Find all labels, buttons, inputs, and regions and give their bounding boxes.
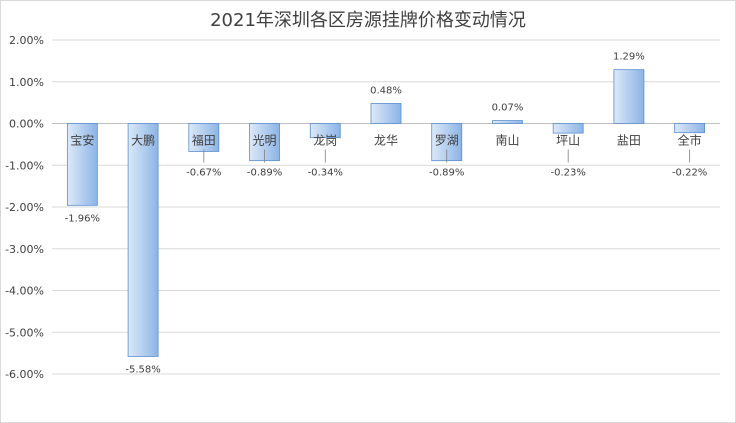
leader-lines: [203, 149, 691, 163]
bar: [127, 123, 159, 357]
data-label: -0.89%: [429, 168, 464, 179]
category-label: 宝安: [70, 133, 94, 148]
category-label: 龙岗: [313, 134, 337, 148]
bar: [492, 120, 523, 124]
bar: [552, 123, 584, 134]
category-label: 大鹏: [131, 134, 155, 148]
y-tick-label: -6.00%: [5, 368, 44, 381]
data-label: -0.22%: [672, 168, 707, 179]
data-label: 0.07%: [492, 103, 524, 114]
data-label: 0.48%: [370, 85, 402, 96]
data-labels: -1.96% -5.58% -0.67% -0.89% -0.34% 0.48% -0.89…: [65, 52, 708, 376]
data-label: -0.34%: [308, 168, 343, 179]
bar: [309, 123, 341, 139]
y-tick-label: -5.00%: [5, 326, 44, 339]
category-labels: 宝安 大鹏 福田 光明 龙岗 龙华 罗湖 南山 坪山 盐田 全市: [70, 133, 701, 148]
y-tick-label: 0.00%: [9, 118, 44, 131]
category-label: 全市: [678, 133, 702, 148]
y-tick-label: -4.00%: [5, 285, 44, 298]
data-label: -5.58%: [125, 364, 160, 375]
category-label: 南山: [495, 133, 519, 148]
category-label: 罗湖: [435, 133, 459, 148]
data-label: -0.89%: [247, 168, 282, 179]
category-label: 坪山: [556, 134, 580, 148]
data-label: 1.29%: [613, 52, 645, 63]
y-tick-label: 1.00%: [9, 76, 44, 89]
y-tick-label: -2.00%: [5, 201, 44, 214]
data-label: -0.67%: [186, 168, 221, 179]
chart-title: 2021年深圳各区房源挂牌价格变动情况: [210, 10, 526, 31]
bar: [66, 123, 98, 206]
bar: [370, 103, 402, 124]
bar: [188, 123, 220, 152]
y-axis-tick-labels: 2.00% 1.00% 0.00% -1.00% -2.00% -3.00% -4.00% -…: [5, 34, 44, 381]
y-tick-label: 2.00%: [9, 34, 44, 47]
category-label: 光明: [253, 134, 277, 148]
y-tick-label: -1.00%: [5, 159, 44, 172]
bars: [66, 69, 706, 357]
y-tick-label: -3.00%: [5, 243, 44, 256]
bar: [674, 123, 706, 134]
category-label: 福田: [192, 133, 216, 148]
data-label: -0.23%: [550, 168, 585, 179]
bar: [613, 69, 645, 124]
data-label: -1.96%: [65, 213, 100, 224]
category-label: 龙华: [374, 134, 398, 148]
category-label: 盐田: [617, 134, 641, 148]
